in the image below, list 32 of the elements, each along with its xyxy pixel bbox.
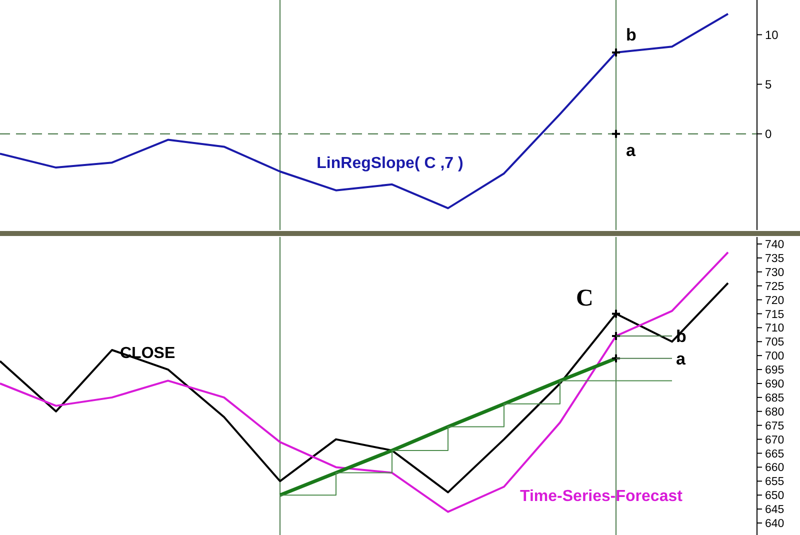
y-tick-label: 685 (765, 392, 784, 404)
y-tick-label: 720 (765, 294, 784, 307)
y-tick-label: 735 (765, 252, 784, 265)
y-tick-label: 700 (765, 350, 784, 363)
y-tick-label: 645 (765, 504, 784, 516)
y-tick-label: 680 (765, 406, 784, 418)
y-tick-label: 740 (765, 239, 784, 251)
y-tick-label: 675 (765, 420, 784, 432)
annotation: C (576, 286, 594, 312)
series-label: CLOSE (120, 345, 176, 362)
y-tick-label: 0 (765, 127, 772, 142)
annotation: b (626, 26, 636, 45)
y-tick-label: 5 (765, 77, 772, 92)
y-tick-label: 730 (765, 266, 784, 279)
y-tick-label: 705 (765, 336, 784, 349)
y-tick-label: 650 (765, 490, 784, 502)
y-tick-label: 710 (765, 322, 784, 335)
y-tick-label: 715 (765, 308, 784, 321)
y-tick-label: 665 (765, 448, 784, 460)
y-tick-label: 690 (765, 378, 784, 391)
y-tick-label: 725 (765, 280, 784, 293)
y-tick-label: 660 (765, 462, 784, 474)
y-tick-label: 640 (765, 518, 784, 530)
line-series (0, 251, 729, 513)
line-series (0, 12, 729, 210)
annotation: a (626, 140, 636, 160)
series-label: LinRegSlope( C ,7 ) (316, 155, 464, 172)
y-tick-label: 655 (765, 476, 784, 488)
y-tick-label: 670 (765, 434, 784, 446)
annotation: a (676, 349, 686, 368)
y-tick-label: 10 (765, 28, 779, 42)
y-tick-label: 695 (765, 364, 784, 377)
